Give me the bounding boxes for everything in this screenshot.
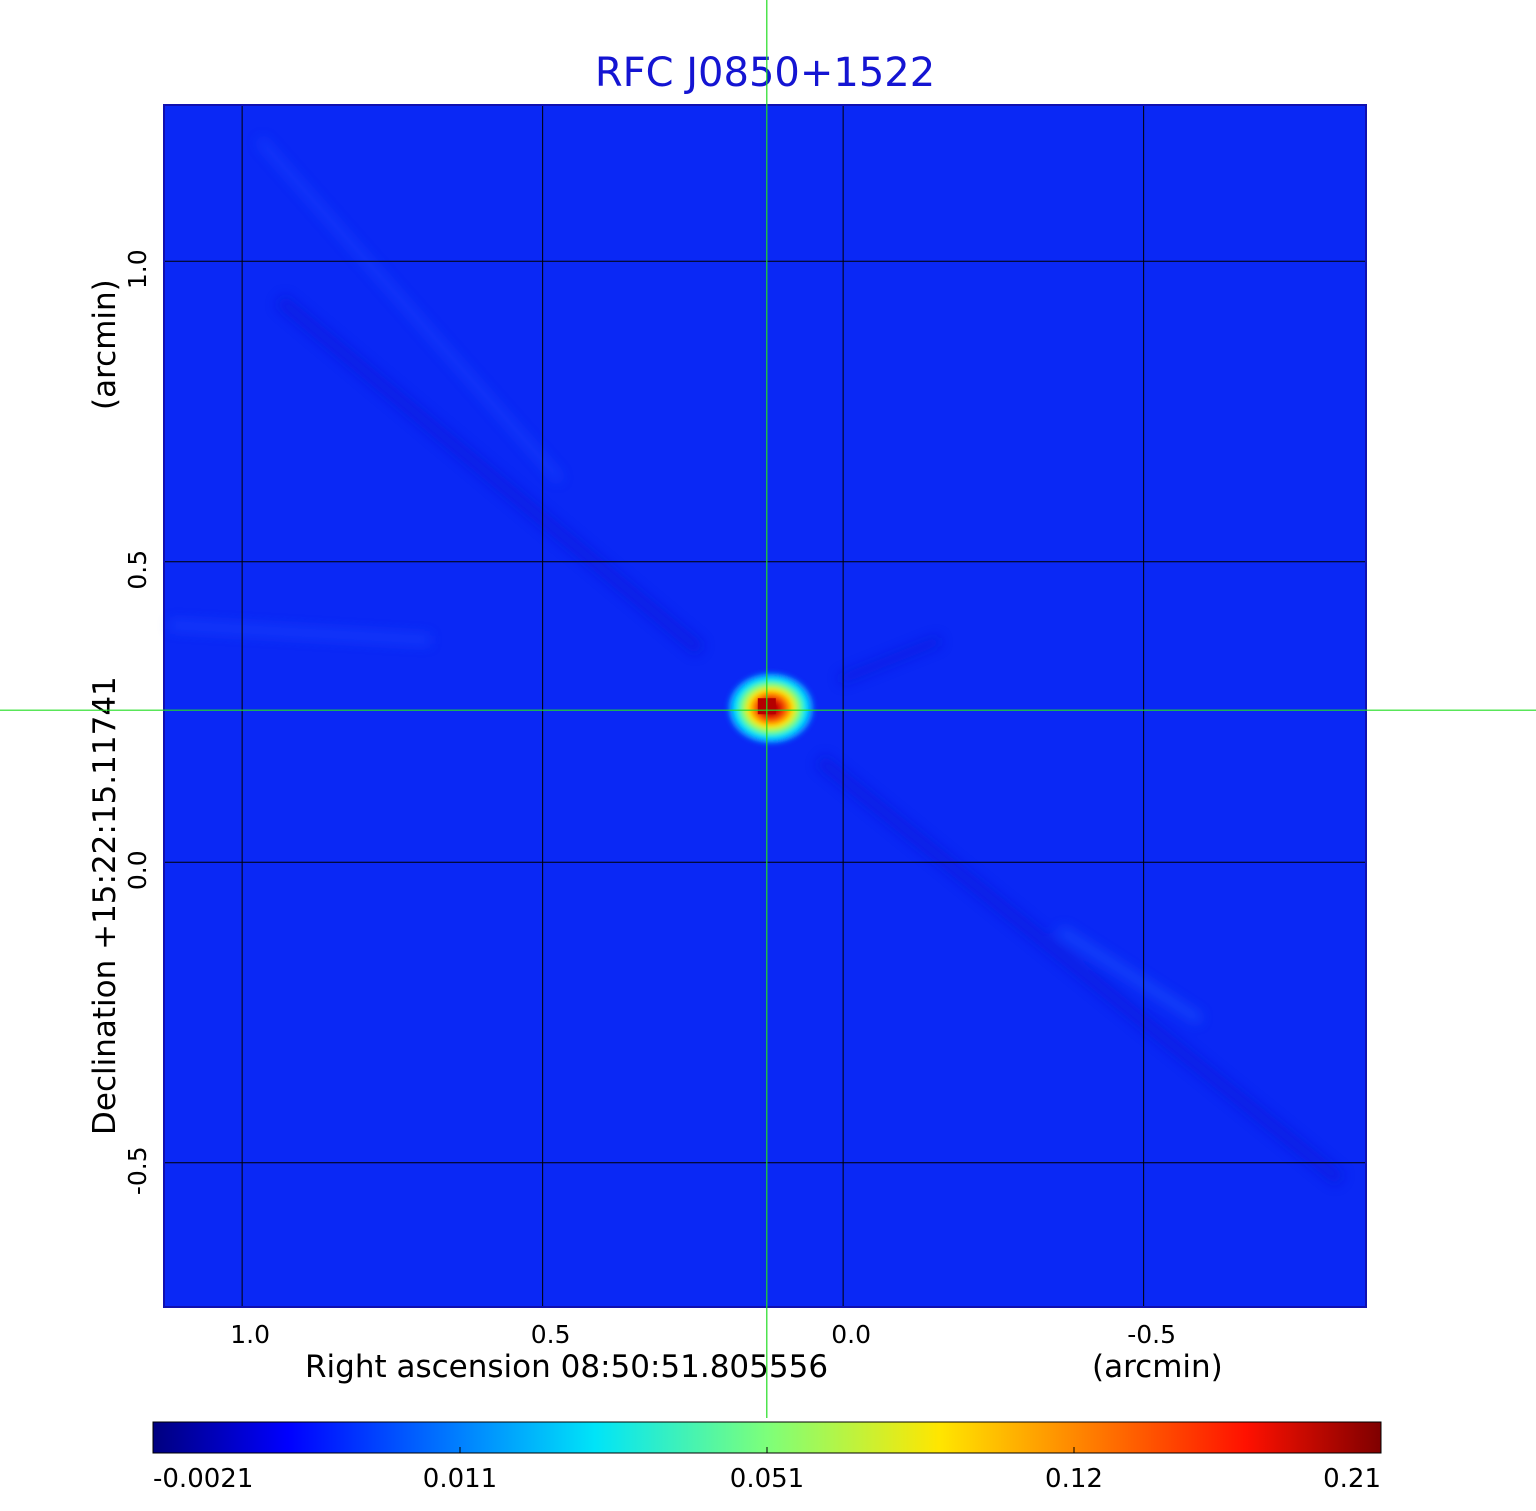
y-tick-label: 0.5 [123,550,152,590]
colorbar: -0.0021 0.011 0.051 0.12 0.21 [152,1421,1382,1494]
x-axis-label: Right ascension 08:50:51.805556 [305,1349,828,1385]
x-tick-labels: 1.0 0.5 0.0 -0.5 [230,1320,1176,1349]
colorbar-tick-labels: -0.0021 0.011 0.051 0.12 0.21 [152,1447,1382,1494]
y-axis-label: Declination +15:22:15.11741 [87,676,123,1135]
y-tick-label: 0.0 [123,850,152,890]
source-blob [724,670,817,747]
x-tick-label: 0.5 [531,1320,571,1349]
colorbar-tick-label: -0.0021 [153,1464,253,1494]
colorbar-tick-label: 0.12 [1045,1464,1103,1494]
y-tick-label: 1.0 [123,249,152,289]
x-tick-label: 0.0 [831,1320,871,1349]
colorbar-tick-label: 0.21 [1323,1464,1381,1494]
colorbar-tick-label: 0.011 [423,1464,497,1494]
y-axis-unit: (arcmin) [87,279,123,410]
image-map [163,104,1367,1308]
crosshair [0,0,1536,1418]
x-tick-label: 1.0 [230,1320,270,1349]
map-frame [163,104,1367,1308]
y-tick-label: -0.5 [123,1146,152,1195]
x-axis-unit: (arcmin) [1092,1349,1223,1385]
x-tick-label: -0.5 [1127,1320,1176,1349]
y-tick-labels: 1.0 0.5 0.0 -0.5 [123,249,152,1195]
colorbar-tick-label: 0.051 [730,1464,804,1494]
grid-lines [164,105,1366,1307]
chart-title: RFC J0850+1522 [595,50,935,96]
sidelobe-streaks [169,137,1345,1186]
